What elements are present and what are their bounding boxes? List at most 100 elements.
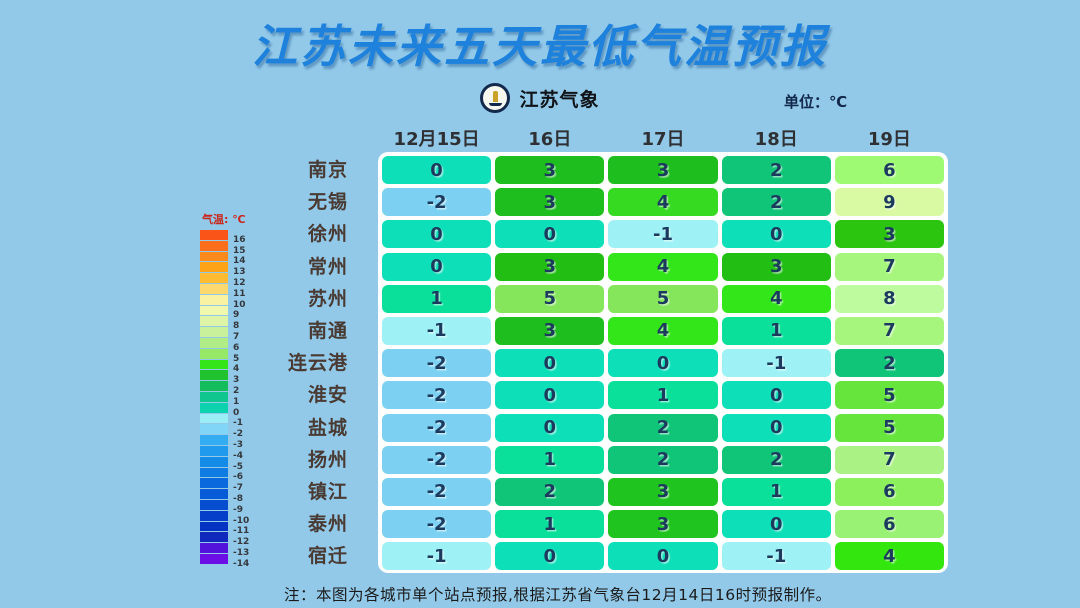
temp-cell: -2 [382, 445, 492, 474]
logo-text: 江苏气象 [519, 88, 600, 111]
legend-label: -8 [233, 493, 243, 504]
temp-cell: 7 [834, 316, 944, 346]
legend-label: -2 [233, 429, 243, 440]
temp-cell: 7 [834, 445, 944, 474]
forecast-table: 0 3 3 2 6 -2 3 4 2 9 0 0 -1 0 3 0 3 4 3 7 1 5 5 4 8 -1 3 4 1 7 -2 0 0 -1 2… [378, 152, 948, 573]
legend-label: 6 [233, 342, 240, 353]
legend-label: -10 [233, 515, 250, 526]
temp-cell: 0 [608, 542, 718, 571]
temp-cell: 3 [608, 477, 718, 506]
legend-entry: -8 [200, 489, 270, 503]
temp-cell: 0 [495, 413, 605, 442]
legend-entry: 12 [200, 273, 270, 287]
temp-cell: 4 [721, 284, 831, 313]
legend-label: 3 [233, 375, 240, 386]
legend-title: 气温: ℃ [202, 213, 246, 226]
legend-swatch [200, 391, 228, 402]
row-label-city: 镇江 [307, 480, 348, 503]
legend-swatch [200, 262, 228, 273]
page-title: 江苏未来五天最低气温预报 [251, 20, 828, 73]
legend-label: 12 [233, 277, 246, 288]
legend-label: -12 [233, 537, 250, 548]
legend-entry: 8 [200, 316, 270, 331]
legend-entry: -5 [200, 456, 270, 471]
legend-entry: 6 [200, 337, 270, 352]
footer-note: 注：本图为各城市单个站点预报,根据江苏省气象台12月14日16时预报制作。 [284, 586, 832, 604]
legend-entry: 14 [200, 251, 270, 267]
temp-cell: 5 [834, 381, 944, 410]
temp-cell: 0 [382, 252, 492, 281]
legend-entry: 4 [200, 359, 270, 375]
logo-base-glyph [488, 102, 502, 106]
temp-cell: 4 [834, 542, 944, 571]
temp-cell: 5 [495, 284, 605, 313]
temp-cell: -2 [382, 413, 492, 442]
legend-swatch [200, 370, 228, 381]
legend-entry: 16 [200, 230, 270, 244]
legend-label: 15 [233, 245, 246, 256]
temp-cell: 2 [608, 413, 718, 442]
column-header: 19日 [867, 129, 911, 150]
legend-label: -1 [233, 418, 243, 429]
temperature-grid: 0 3 3 2 6 -2 3 4 2 9 0 0 -1 0 3 0 3 4 3 7 1 5 5 4 8 -1 3 4 1 7 -2 0 0 -1 2… [382, 156, 944, 571]
temp-cell: 0 [495, 349, 605, 378]
legend-label: 14 [233, 256, 246, 267]
legend-swatch [200, 251, 228, 262]
legend-swatch [200, 230, 228, 240]
temp-cell: 1 [495, 445, 605, 474]
legend-swatch [200, 337, 228, 348]
legend-label: 9 [233, 310, 240, 321]
temp-cell: -2 [382, 188, 492, 217]
legend-swatch [200, 273, 228, 284]
legend-label: -6 [233, 472, 243, 483]
row-label-city: 扬州 [307, 448, 348, 471]
row-label-city: 苏州 [307, 287, 348, 310]
legend-label: -3 [233, 439, 243, 450]
legend-swatch [200, 402, 228, 413]
legend-entry: 3 [200, 370, 270, 385]
temp-cell: -2 [382, 381, 492, 410]
temp-cell: -1 [608, 220, 718, 249]
temp-cell: 0 [495, 381, 605, 410]
temp-cell: 2 [721, 445, 831, 474]
legend-entry: -14 [200, 553, 270, 568]
temp-cell: 3 [608, 156, 718, 185]
temp-cell: -2 [382, 477, 492, 506]
date-header-row: 12月15日 16日 17日 18日 19日 [382, 125, 944, 151]
legend-swatch [200, 543, 228, 553]
legend-swatch [200, 553, 228, 564]
temp-cell: 2 [608, 445, 718, 474]
temp-cell: 0 [608, 349, 718, 378]
legend-label: 7 [233, 331, 240, 342]
city-label-column: 南京 无锡 徐州 常州 苏州 南通 连云港 淮安 盐城 扬州 镇江 泰州 宿迁 [246, 156, 348, 570]
legend-swatch [200, 305, 228, 316]
temp-cell: 3 [608, 510, 718, 539]
legend-swatch [200, 499, 228, 510]
temp-cell: 5 [608, 284, 718, 313]
temp-cell: 1 [495, 510, 605, 539]
unit-label: 单位：℃ [784, 93, 848, 111]
legend-swatch [200, 348, 228, 359]
temp-cell: 1 [608, 381, 718, 410]
temp-cell: -2 [382, 510, 492, 539]
legend-label: 13 [233, 267, 246, 278]
temp-cell: 2 [721, 188, 831, 217]
temp-cell: 3 [495, 316, 605, 346]
legend-entry: 15 [200, 240, 270, 255]
legend-label: 10 [233, 299, 246, 310]
temp-cell: 1 [721, 477, 831, 506]
legend-entry: 13 [200, 262, 270, 277]
legend-swatch [200, 532, 228, 543]
legend-entry: -13 [200, 543, 270, 557]
logo-tower-glyph [492, 90, 498, 102]
row-label-city: 盐城 [307, 416, 348, 439]
temp-cell: 0 [721, 381, 831, 410]
legend-entry: -12 [200, 532, 270, 547]
legend-swatch [200, 283, 228, 294]
temp-cell: 3 [495, 156, 605, 185]
temp-cell: 5 [834, 413, 944, 442]
row-label-city: 淮安 [307, 384, 348, 407]
legend-entries: 16 15 14 13 12 11 10 9 8 7 6 5 4 3 2 1 0 -1 -2 -3 -4 -5 -6 -7 -8… [200, 230, 270, 568]
legend-label: 4 [233, 364, 240, 375]
temp-cell: 0 [721, 510, 831, 539]
